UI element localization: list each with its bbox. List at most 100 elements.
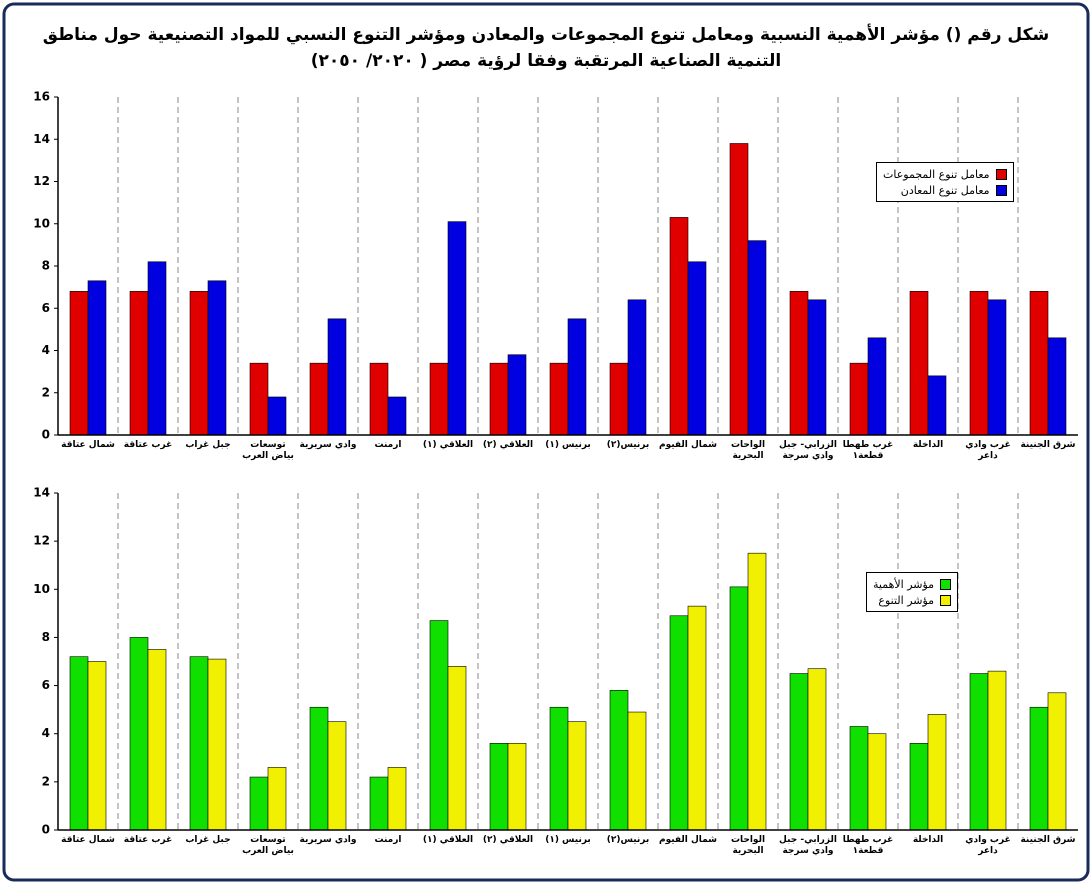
x-tick-label: غرب عتاقة <box>123 440 173 450</box>
x-tick-label: جبل غراب <box>185 835 231 845</box>
bar <box>909 743 929 831</box>
x-tick-label: غرب طهطا قطعة١ <box>842 835 894 856</box>
bar <box>147 649 167 831</box>
bar <box>927 714 947 831</box>
x-tick-label: توسعات بياض العرب <box>242 440 294 461</box>
bar <box>987 670 1007 831</box>
x-tick-label: الواحات البحرية <box>730 835 766 856</box>
bar <box>309 706 329 831</box>
bar <box>327 721 347 831</box>
bar <box>447 666 467 831</box>
legend: معامل تنوع المجموعات معامل تنوع المعادن <box>876 162 1014 202</box>
x-tick-label: الداخلة <box>912 440 944 450</box>
y-tick-label: 14 <box>33 132 50 146</box>
bar <box>147 261 167 436</box>
x-tick-label: غرب وادي داعر <box>965 440 1011 461</box>
x-tick-label: أرمنت <box>374 440 402 450</box>
bar <box>1029 291 1049 436</box>
y-tick-label: 14 <box>33 486 50 500</box>
legend-swatch <box>995 168 1007 180</box>
bar <box>507 743 527 831</box>
bar <box>849 726 869 831</box>
x-tick-label: الزرابي- جبل وادي سرجة <box>779 440 837 461</box>
x-tick-label: أرمنت <box>374 835 402 845</box>
bar <box>807 668 827 831</box>
bar <box>669 615 689 831</box>
bar <box>249 776 269 831</box>
legend-item: معامل تنوع المجموعات <box>883 166 1007 182</box>
bar <box>729 143 749 436</box>
x-tick-label: برنيس (١) <box>545 440 591 450</box>
y-tick-label: 8 <box>42 259 50 273</box>
bar <box>267 396 287 436</box>
y-tick-label: 2 <box>42 774 50 788</box>
bar <box>447 221 467 436</box>
x-tick-label: وادي سريرية <box>299 835 357 845</box>
legend-swatch <box>940 578 952 590</box>
y-tick-label: 6 <box>42 678 50 692</box>
x-tick-label: شرق الجنينة <box>1020 835 1076 845</box>
legend-label: مؤشر التنوع <box>878 593 935 607</box>
bar <box>129 291 149 436</box>
bar <box>549 706 569 831</box>
bar <box>1047 692 1067 831</box>
y-tick-label: 2 <box>42 385 50 399</box>
x-tick-label: الزرابي- جبل وادي سرجة <box>779 835 837 856</box>
bar <box>267 767 287 831</box>
x-tick-label: شمال الفيوم <box>658 440 718 450</box>
bar <box>87 661 107 831</box>
x-tick-label: العلاقي (٢) <box>482 440 534 450</box>
y-tick-label: 4 <box>42 343 50 357</box>
bar <box>309 362 329 436</box>
y-tick-label: 4 <box>42 726 50 740</box>
bar <box>687 605 707 831</box>
x-tick-label: برنيس(٢) <box>606 440 650 450</box>
bar <box>189 291 209 436</box>
legend-item: مؤشر الأهمية <box>873 576 952 592</box>
y-tick-label: 16 <box>33 90 50 104</box>
bar <box>609 362 629 436</box>
x-tick-label: غرب طهطا قطعة١ <box>842 440 894 461</box>
bar <box>507 354 527 436</box>
bar <box>567 721 587 831</box>
bar <box>549 362 569 436</box>
bar <box>789 291 809 436</box>
bar <box>747 552 767 831</box>
x-tick-label: برنيس(٢) <box>606 835 650 845</box>
y-tick-label: 8 <box>42 630 50 644</box>
legend-label: معامل تنوع المجموعات <box>883 167 990 181</box>
x-tick-label: جبل غراب <box>185 440 231 450</box>
bar <box>867 733 887 831</box>
legend-swatch <box>995 184 1007 196</box>
bar <box>909 291 929 436</box>
x-tick-label: شمال عتاقة <box>61 440 115 450</box>
x-tick-label: العلاقي (١) <box>422 440 474 450</box>
x-tick-label: شمال الفيوم <box>658 835 718 845</box>
bar <box>969 291 989 436</box>
x-tick-label: الواحات البحرية <box>730 440 766 461</box>
x-tick-label: شمال عتاقة <box>61 835 115 845</box>
y-tick-label: 0 <box>42 823 50 837</box>
x-tick-label: غرب عتاقة <box>123 835 173 845</box>
bar <box>429 362 449 436</box>
legend-item: معامل تنوع المعادن <box>883 182 1007 198</box>
bar <box>627 711 647 831</box>
x-tick-label: العلاقي (١) <box>422 835 474 845</box>
bar <box>867 337 887 436</box>
y-tick-label: 0 <box>42 428 50 442</box>
bar <box>747 240 767 436</box>
bar <box>969 673 989 831</box>
bar <box>129 637 149 831</box>
bar <box>429 620 449 831</box>
bar <box>207 280 227 436</box>
y-tick-label: 12 <box>33 534 50 548</box>
legend: مؤشر الأهمية مؤشر التنوع <box>866 572 959 612</box>
x-tick-label: وادي سريرية <box>299 440 357 450</box>
y-tick-label: 6 <box>42 301 50 315</box>
bar <box>789 673 809 831</box>
bar <box>489 743 509 831</box>
bar <box>369 362 389 436</box>
bar <box>687 261 707 436</box>
